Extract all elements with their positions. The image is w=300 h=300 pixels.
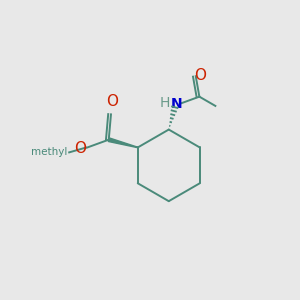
Text: O: O [106,94,118,109]
Text: O: O [194,68,206,82]
Text: N: N [171,97,182,111]
Text: H: H [159,96,170,110]
Polygon shape [108,138,138,148]
Text: O: O [74,141,86,156]
Text: methyl: methyl [31,147,67,158]
